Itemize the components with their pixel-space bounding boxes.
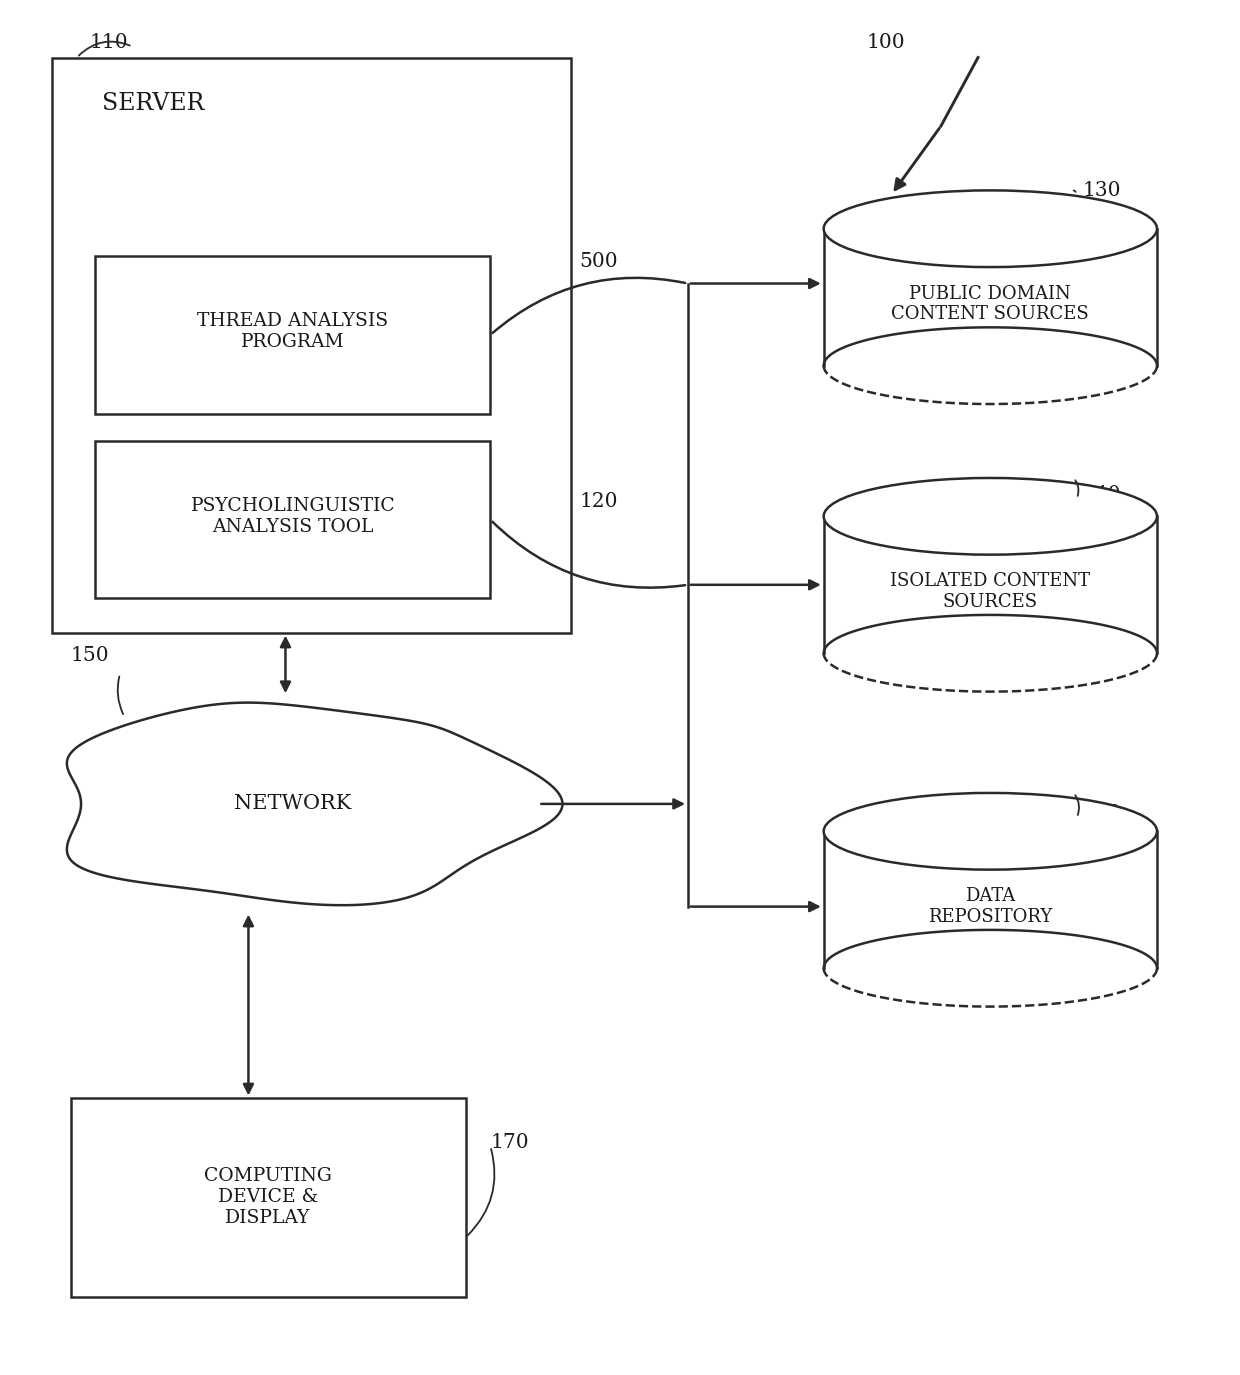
- Bar: [95, 256, 490, 414]
- Text: 100: 100: [867, 33, 905, 52]
- Polygon shape: [823, 190, 1157, 366]
- Text: PSYCHOLINGUISTIC
ANALYSIS TOOL: PSYCHOLINGUISTIC ANALYSIS TOOL: [191, 496, 396, 536]
- Text: 110: 110: [89, 33, 128, 52]
- Ellipse shape: [823, 190, 1157, 267]
- Text: SERVER: SERVER: [102, 92, 203, 114]
- Polygon shape: [823, 478, 1157, 653]
- Text: PUBLIC DOMAIN
CONTENT SOURCES: PUBLIC DOMAIN CONTENT SOURCES: [892, 285, 1089, 323]
- Text: ISOLATED CONTENT
SOURCES: ISOLATED CONTENT SOURCES: [890, 572, 1090, 610]
- Text: 160: 160: [1083, 804, 1121, 822]
- Ellipse shape: [823, 478, 1157, 554]
- Text: 140: 140: [1083, 485, 1121, 503]
- Bar: [52, 58, 570, 632]
- Text: 150: 150: [71, 646, 109, 666]
- Text: COMPUTING
DEVICE &
DISPLAY: COMPUTING DEVICE & DISPLAY: [205, 1167, 332, 1226]
- Text: 130: 130: [1083, 180, 1121, 199]
- Text: 500: 500: [579, 252, 618, 271]
- Bar: [95, 441, 490, 598]
- Text: NETWORK: NETWORK: [234, 795, 351, 814]
- Text: DATA
REPOSITORY: DATA REPOSITORY: [929, 887, 1053, 925]
- Text: THREAD ANALYSIS
PROGRAM: THREAD ANALYSIS PROGRAM: [197, 312, 388, 351]
- Text: 120: 120: [579, 492, 618, 510]
- Bar: [71, 1099, 466, 1297]
- Ellipse shape: [823, 793, 1157, 869]
- Text: 170: 170: [490, 1133, 529, 1152]
- Polygon shape: [823, 793, 1157, 968]
- Polygon shape: [67, 703, 563, 905]
